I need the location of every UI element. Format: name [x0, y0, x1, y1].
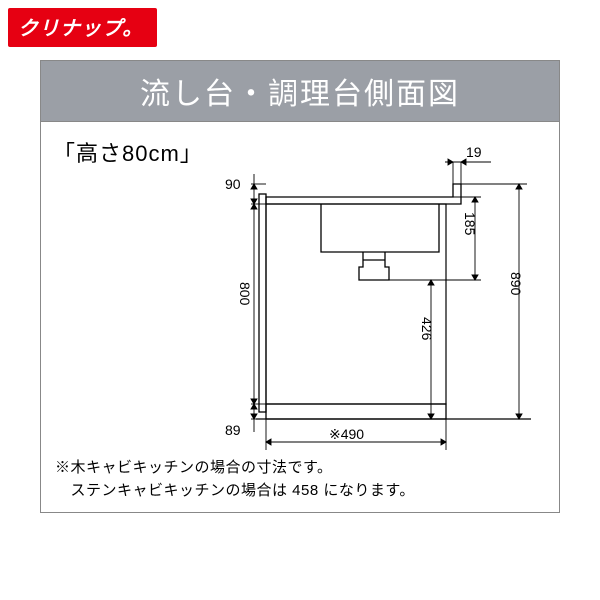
dim-skirt-h: 89 — [225, 422, 241, 438]
footnote: ※木キャビキッチンの場合の寸法です。 ステンキャビキッチンの場合は 458 にな… — [55, 457, 415, 502]
brand-name: クリナップ。 — [8, 8, 157, 47]
dim-top-ledge: 90 — [225, 176, 241, 192]
dim-cabinet-h: 800 — [237, 282, 253, 305]
dim-sink-drop: 185 — [462, 212, 478, 235]
diagram-panel: 流し台・調理台側面図 「高さ80cm」 19 90 800 89 185 890… — [40, 60, 560, 513]
brand-logo: クリナップ。 — [8, 8, 157, 47]
dim-depth: ※490 — [329, 426, 364, 443]
footnote-line2: ステンキャビキッチンの場合は 458 になります。 — [55, 480, 415, 503]
footnote-line1: ※木キャビキッチンの場合の寸法です。 — [55, 457, 415, 480]
diagram-svg — [41, 132, 561, 462]
dim-overall-h: 890 — [508, 272, 524, 295]
technical-drawing: 19 90 800 89 185 890 426 ※490 — [41, 132, 559, 462]
dim-top-offset: 19 — [466, 144, 482, 160]
panel-body: 「高さ80cm」 19 90 800 89 185 890 426 ※490 — [41, 122, 559, 512]
dim-drain: 426 — [419, 317, 435, 340]
panel-title: 流し台・調理台側面図 — [41, 61, 559, 122]
